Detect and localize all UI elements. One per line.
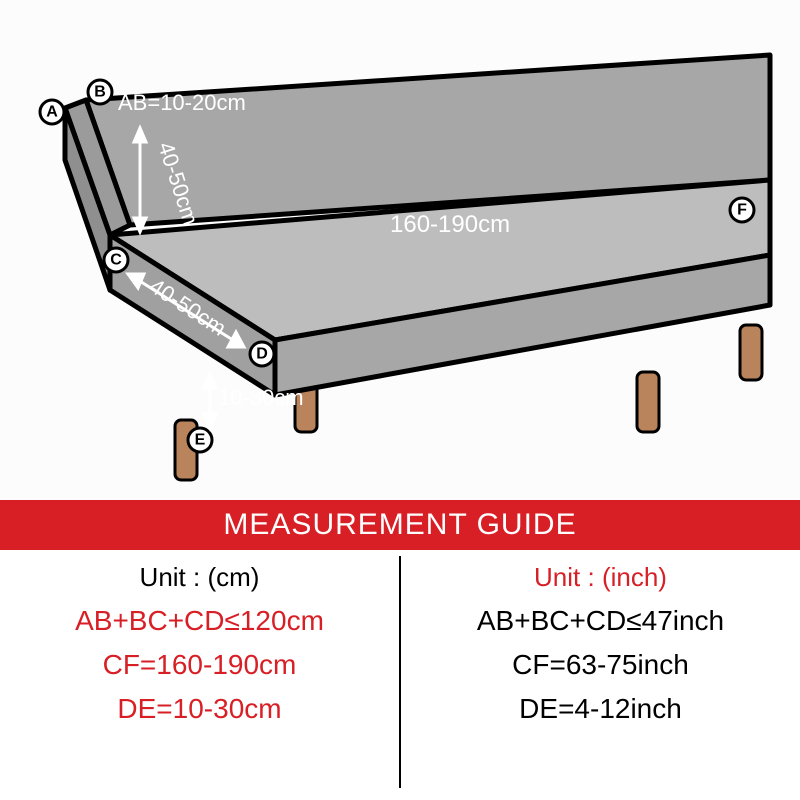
sofa-svg: A B C D E F AB=10-20cm 40-50cm 160-190cm… xyxy=(0,0,800,500)
cm-row-0: AB+BC+CD≤120cm xyxy=(75,605,324,637)
guide-title: MEASUREMENT GUIDE xyxy=(223,508,576,542)
point-e-label: E xyxy=(195,432,206,449)
unit-inch-value: (inch) xyxy=(602,562,667,592)
unit-col-cm: Unit : (cm) AB+BC+CD≤120cm CF=160-190cm … xyxy=(0,550,399,800)
cm-row-1: CF=160-190cm xyxy=(103,649,297,681)
inch-row-1: CF=63-75inch xyxy=(512,649,689,681)
guide-header: MEASUREMENT GUIDE xyxy=(0,500,800,550)
dim-cf: 160-190cm xyxy=(390,211,510,238)
point-c-label: C xyxy=(110,252,122,269)
dim-de: 10-30cm xyxy=(218,385,304,410)
unit-col-inch: Unit : (inch) AB+BC+CD≤47inch CF=63-75in… xyxy=(401,550,800,800)
point-f-label: F xyxy=(737,202,747,219)
unit-inch-prefix: Unit : xyxy=(534,562,595,592)
unit-inch-header: Unit : (inch) xyxy=(534,562,667,593)
inch-row-2: DE=4-12inch xyxy=(519,693,682,725)
unit-cm-value: (cm) xyxy=(207,562,259,592)
unit-cm-prefix: Unit : xyxy=(140,562,201,592)
dim-ab: AB=10-20cm xyxy=(118,90,246,115)
unit-tables: Unit : (cm) AB+BC+CD≤120cm CF=160-190cm … xyxy=(0,550,800,800)
point-a-label: A xyxy=(46,104,58,121)
unit-cm-header: Unit : (cm) xyxy=(140,562,260,593)
sofa-diagram: A B C D E F AB=10-20cm 40-50cm 160-190cm… xyxy=(0,0,800,500)
point-b-label: B xyxy=(94,84,106,101)
point-d-label: D xyxy=(256,346,268,363)
inch-row-0: AB+BC+CD≤47inch xyxy=(477,605,724,637)
cm-row-2: DE=10-30cm xyxy=(117,693,281,725)
page: A B C D E F AB=10-20cm 40-50cm 160-190cm… xyxy=(0,0,800,800)
